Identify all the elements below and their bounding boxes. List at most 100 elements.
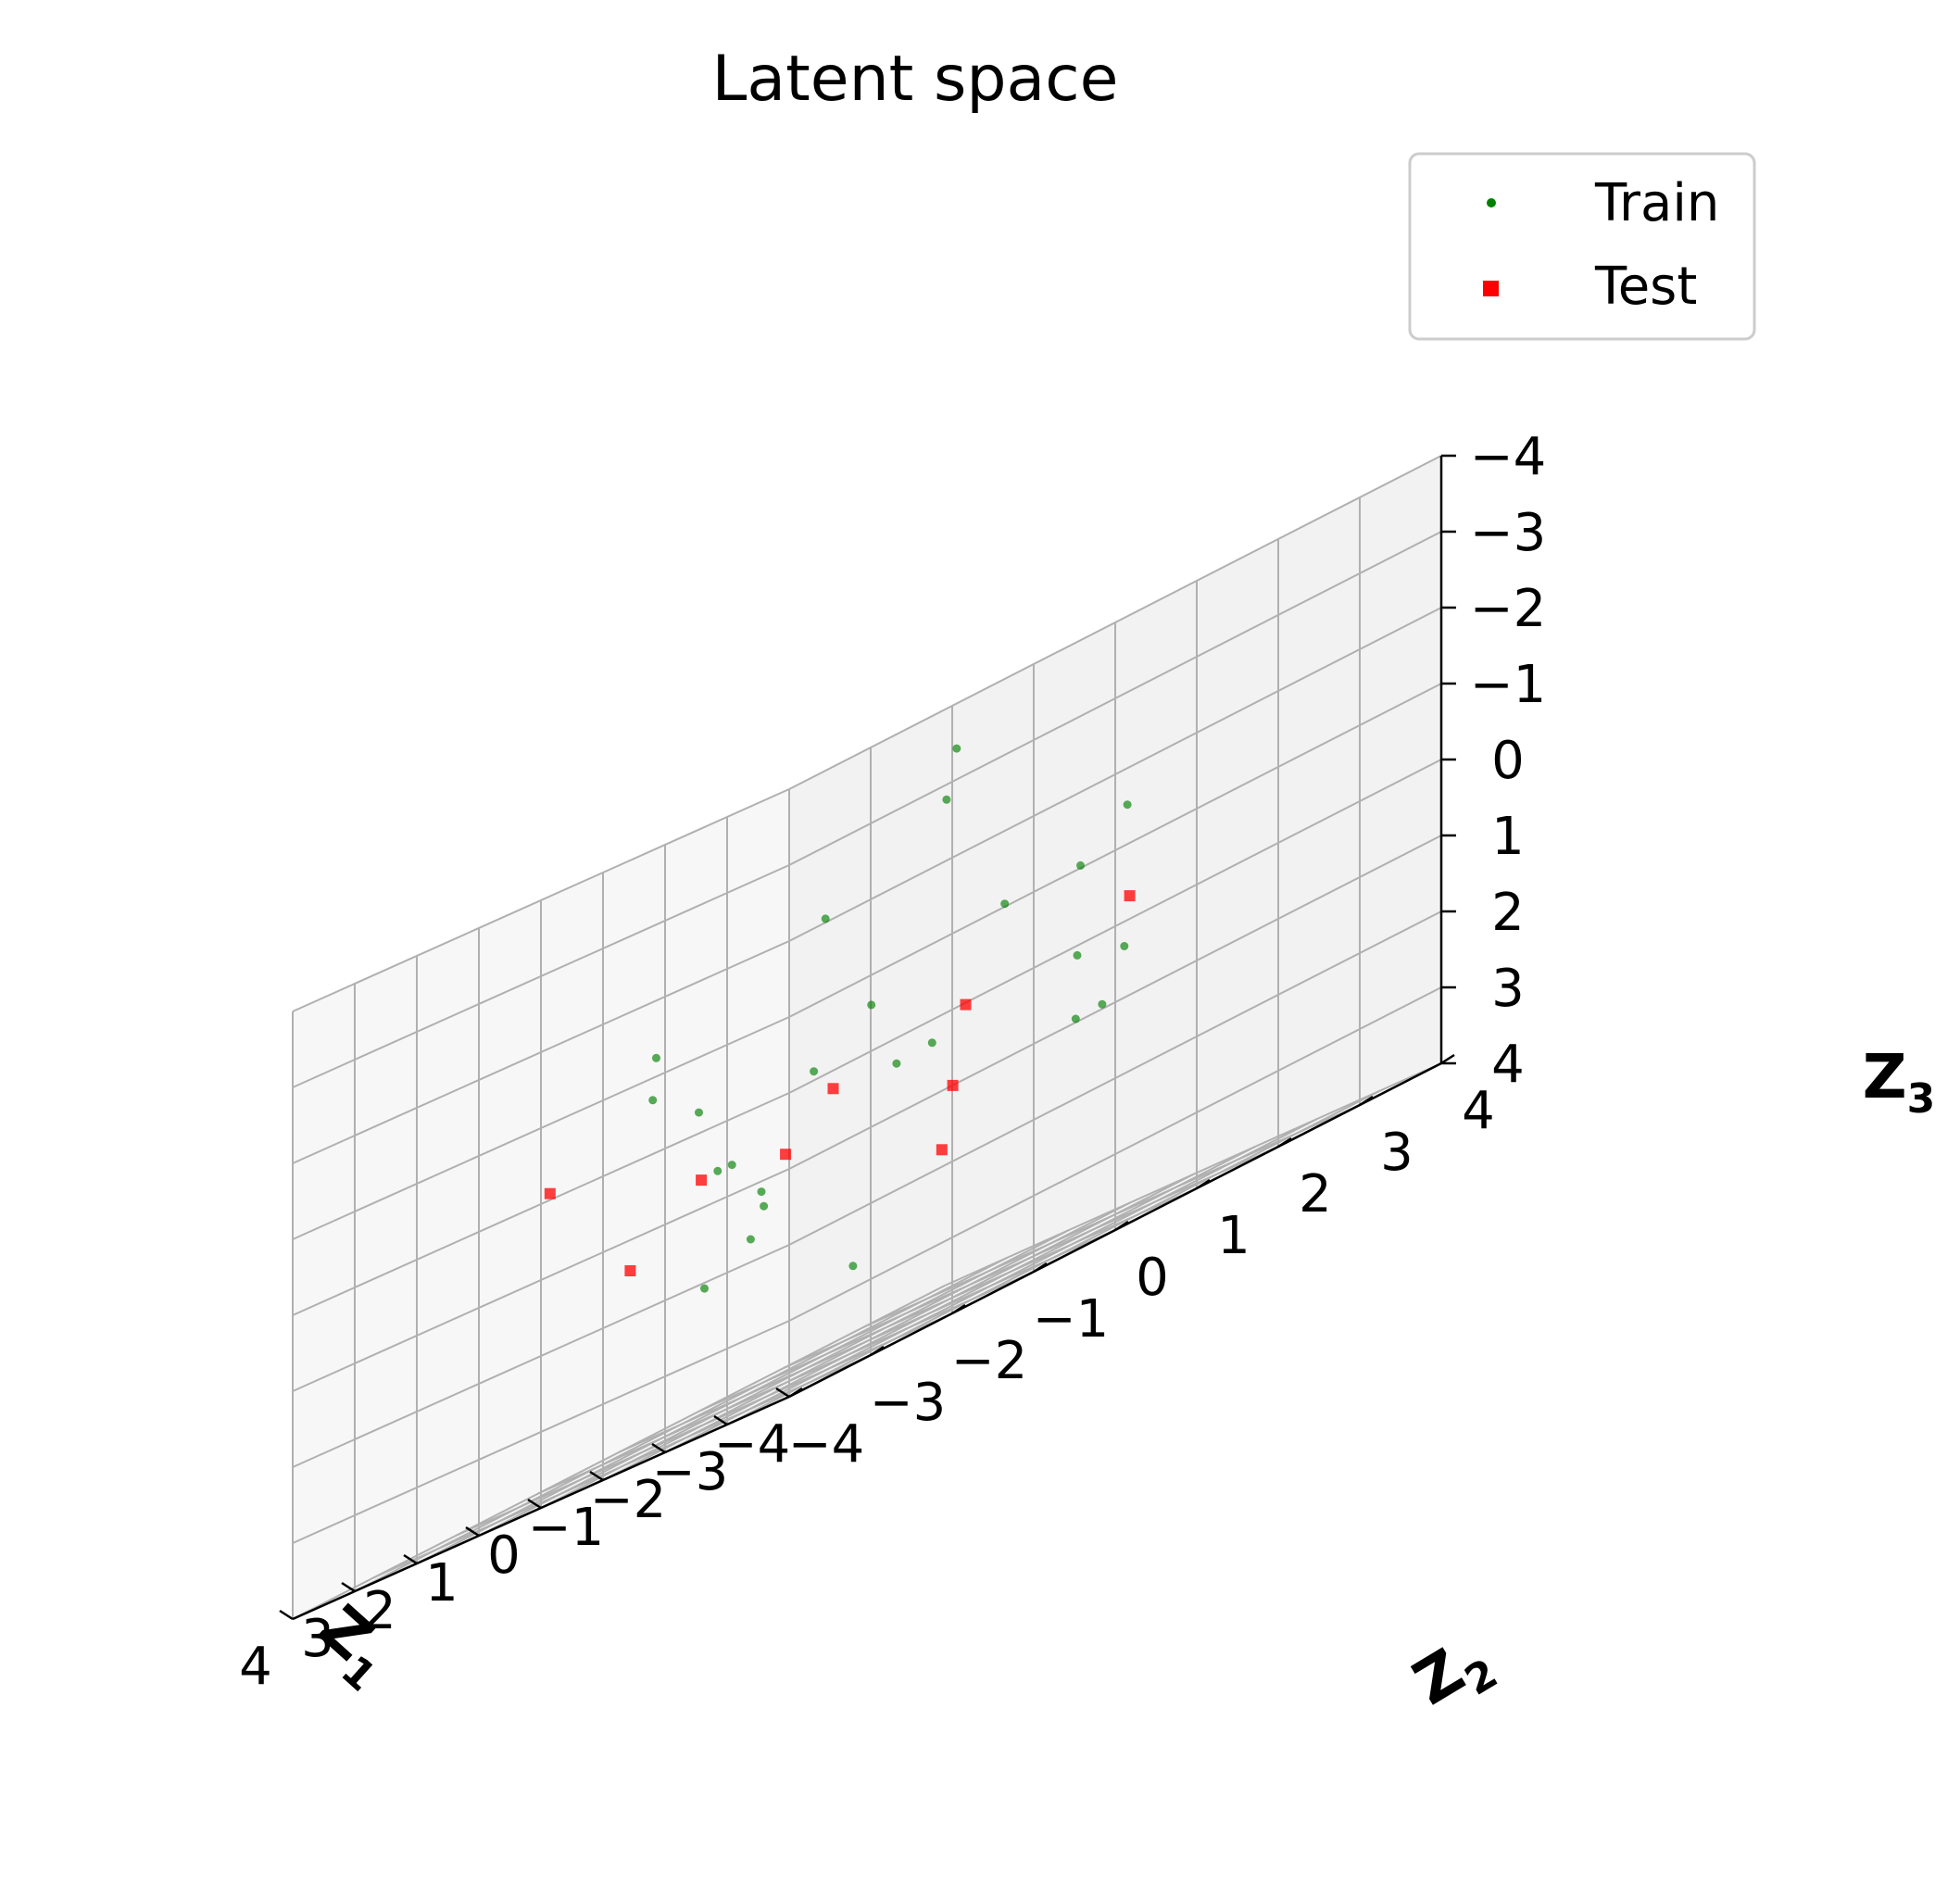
train-point — [727, 1161, 736, 1170]
x-tick — [651, 1442, 666, 1454]
test-point — [696, 1174, 708, 1187]
legend-test-marker — [1483, 281, 1499, 296]
legend-test-label: Test — [1594, 257, 1697, 317]
chart-title: Latent space — [712, 43, 1119, 116]
test-point — [936, 1144, 948, 1156]
y-tick — [1359, 1095, 1374, 1107]
z-axis-label-main: Z — [1863, 1041, 1907, 1112]
x-tick — [341, 1581, 356, 1593]
z-tick-label: 3 — [1491, 959, 1525, 1019]
y-tick-label: 4 — [1462, 1081, 1495, 1141]
train-point — [1071, 1014, 1080, 1023]
train-point — [1076, 860, 1085, 870]
train-point — [892, 1059, 901, 1068]
test-point — [1124, 890, 1136, 902]
x-tick — [403, 1553, 418, 1565]
train-point — [927, 1038, 936, 1048]
axis-lines-and-ticks — [279, 454, 1456, 1621]
x-tick-label: 0 — [487, 1526, 521, 1586]
z-axis-label-subscript: 3 — [1907, 1075, 1936, 1123]
gridline-z — [292, 1320, 790, 1544]
gridline-y — [944, 1062, 1442, 1287]
y-tick-label: −1 — [1033, 1289, 1110, 1350]
gridline-z — [292, 864, 790, 1088]
y-tick — [1114, 1220, 1129, 1232]
series-train — [648, 744, 1132, 1293]
y-tick — [1277, 1136, 1292, 1149]
train-point — [746, 1235, 755, 1244]
x-tick — [465, 1526, 480, 1538]
gridline-z — [788, 531, 1442, 866]
x-tick-label: −4 — [714, 1414, 791, 1475]
train-point — [713, 1166, 722, 1175]
train-point — [695, 1108, 703, 1117]
y-tick — [1033, 1262, 1048, 1274]
gridline-y — [618, 1229, 1116, 1453]
gridline-z — [788, 986, 1442, 1322]
y-axis-label: Z2 — [1401, 1621, 1506, 1728]
scatter-points — [544, 744, 1136, 1293]
y-tick-label: 3 — [1380, 1123, 1413, 1183]
x-tick-label: 2 — [363, 1581, 396, 1641]
z-axis-label: Z3 — [1863, 1041, 1935, 1123]
x-tick-label: −3 — [652, 1442, 729, 1502]
x-tick — [775, 1387, 790, 1399]
train-point — [942, 795, 951, 804]
gridline-z — [292, 1092, 790, 1316]
test-point — [624, 1265, 636, 1276]
train-point — [648, 1096, 658, 1105]
z-tick-label: 1 — [1491, 807, 1525, 867]
z-tick-label: 2 — [1491, 883, 1525, 943]
train-point — [700, 1284, 709, 1293]
gridline-z — [788, 455, 1442, 790]
gridline-y — [781, 1146, 1279, 1370]
train-point — [952, 744, 961, 753]
x-tick-label: −2 — [590, 1470, 667, 1530]
gridline-y — [699, 1187, 1198, 1412]
gridline-z — [292, 1168, 790, 1392]
gridline-y — [536, 1271, 1035, 1495]
x-tick-label: 3 — [301, 1609, 334, 1669]
train-point — [757, 1187, 766, 1197]
gridline-y — [373, 1354, 872, 1578]
y-tick-label: −4 — [788, 1414, 865, 1475]
gridline-z — [788, 759, 1442, 1094]
z-tick-label: 4 — [1491, 1035, 1525, 1095]
train-point — [810, 1067, 819, 1076]
x-tick-label: −1 — [528, 1498, 605, 1558]
y-tick — [1196, 1178, 1211, 1190]
train-point — [867, 1000, 876, 1010]
z-tick-label: 0 — [1491, 731, 1525, 791]
gridline-z — [292, 940, 790, 1164]
y-tick — [788, 1387, 803, 1399]
x-tick — [279, 1609, 294, 1621]
gridline-z — [292, 788, 790, 1012]
y-tick — [1440, 1053, 1455, 1065]
train-point — [821, 914, 830, 923]
test-point — [827, 1083, 839, 1095]
series-test — [544, 890, 1136, 1276]
gridline-y — [455, 1312, 953, 1537]
gridline-z — [788, 910, 1442, 1246]
axes-panes — [293, 456, 1441, 1619]
train-point — [848, 1262, 858, 1271]
y-tick — [870, 1345, 885, 1357]
y-tick-label: −2 — [951, 1331, 1028, 1391]
x-tick-label: 4 — [239, 1637, 272, 1697]
gridline-z — [788, 683, 1442, 1018]
test-point — [780, 1149, 792, 1161]
train-point — [1123, 800, 1132, 810]
train-point — [1120, 942, 1129, 950]
gridline-z — [292, 1016, 790, 1240]
legend: Train Test — [1408, 152, 1756, 341]
legend-train-label: Train — [1594, 173, 1719, 233]
z-tick-label: −4 — [1470, 427, 1547, 487]
gridline-z — [788, 607, 1442, 942]
test-point — [960, 998, 972, 1011]
x-tick-label: 1 — [425, 1553, 459, 1613]
y-tick-label: −3 — [870, 1373, 947, 1433]
y-tick — [951, 1303, 966, 1315]
train-point — [652, 1053, 660, 1062]
